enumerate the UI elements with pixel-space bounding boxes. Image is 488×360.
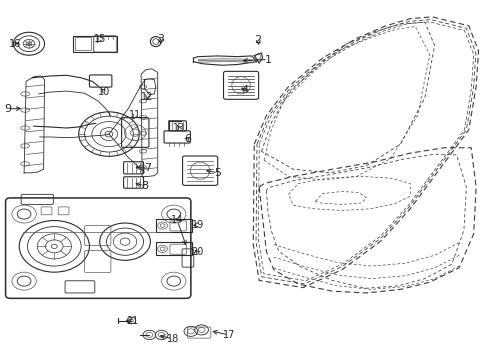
Text: 18: 18 [166,334,179,344]
Text: 5: 5 [214,168,221,178]
Text: 14: 14 [171,215,183,225]
Text: 20: 20 [191,247,203,257]
Text: 3: 3 [157,35,164,44]
Text: 17: 17 [222,330,235,340]
Text: 19: 19 [191,220,203,230]
Text: 7: 7 [144,163,151,173]
Text: 2: 2 [254,35,261,45]
Text: 21: 21 [126,316,138,326]
Text: 9: 9 [4,104,11,114]
Text: 4: 4 [242,85,248,95]
Text: 6: 6 [183,134,190,144]
Text: 12: 12 [141,92,153,102]
Text: 16: 16 [9,39,21,49]
Text: 8: 8 [141,181,148,191]
Text: 13: 13 [173,123,185,133]
Bar [156,219,192,232]
Text: 11: 11 [129,110,141,120]
Bar [156,242,192,255]
Text: 15: 15 [93,35,105,44]
Text: 1: 1 [264,54,271,64]
Text: 10: 10 [98,87,110,97]
